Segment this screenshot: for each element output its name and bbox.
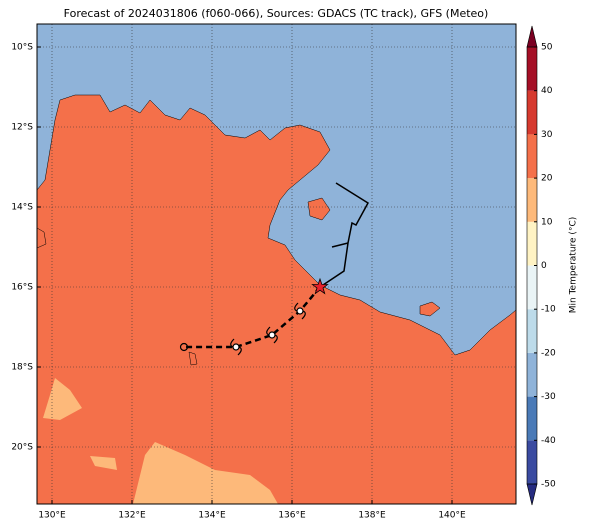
storm-symbol — [230, 338, 242, 356]
x-tick-label: 130°E — [38, 511, 66, 521]
island — [419, 301, 441, 317]
colorbar-band — [527, 178, 537, 222]
colorbar-band — [527, 265, 537, 310]
chart-layer: 130°E 132°E 134°E 136°E 138°E 140°E 10°S 12°S 14… — [11, 24, 516, 521]
colorbar-tick-label: -40 — [541, 436, 556, 446]
map-frame — [36, 23, 517, 505]
forecast-point — [232, 343, 240, 351]
y-tick-label: 12°S — [11, 123, 33, 133]
y-tick-label: 14°S — [11, 203, 33, 213]
colorbar-band — [527, 309, 537, 353]
y-tick-label: 18°S — [11, 363, 33, 373]
colorbar-band — [527, 396, 537, 441]
colorbar-over — [526, 25, 538, 48]
x-tick-label: 138°E — [358, 511, 386, 521]
x-tick-label: 132°E — [118, 511, 146, 521]
chart-title: Forecast of 2024031806 (f060-066), Sourc… — [64, 7, 489, 20]
x-tick-label: 134°E — [198, 511, 226, 521]
y-tick-label: 10°S — [11, 43, 33, 53]
warm-region — [133, 442, 278, 504]
y-tick-label: 20°S — [11, 443, 33, 453]
island — [307, 197, 331, 221]
colorbar-tick-label: 50 — [541, 43, 553, 53]
colorbar-band — [527, 90, 537, 135]
storm-symbol — [294, 302, 306, 320]
colorbar-band — [527, 47, 537, 91]
ocean — [36, 23, 517, 356]
colorbar-tick-label: -20 — [541, 348, 556, 358]
storm-symbol — [266, 326, 278, 344]
forecast-point — [268, 331, 276, 339]
warm-region — [90, 456, 117, 470]
map-area — [36, 23, 517, 504]
colorbar-band — [527, 440, 537, 484]
x-tick-label: 136°E — [278, 511, 306, 521]
colorbar-tick-label: -50 — [541, 480, 556, 490]
y-tick-label: 16°S — [11, 283, 33, 293]
colorbar-band — [527, 352, 537, 397]
colorbar-tick-label: 20 — [541, 174, 553, 184]
colorbar-tick-label: 30 — [541, 130, 553, 140]
colorbar-tick-label: 40 — [541, 86, 553, 96]
forecast-track — [184, 286, 321, 349]
island — [188, 351, 198, 366]
colorbar-tick-label: 10 — [541, 217, 553, 227]
colorbar-under — [526, 483, 538, 506]
colorbar-band — [527, 134, 537, 179]
current-position — [311, 277, 329, 295]
colorbar-band — [527, 221, 537, 266]
x-tick-label: 140°E — [438, 511, 466, 521]
colorbar-label: Min Temperature (°C) — [569, 217, 579, 314]
forecast-point — [296, 307, 304, 315]
past-track — [319, 182, 369, 288]
colorbar-tick-label: -30 — [541, 392, 556, 402]
warm-region — [43, 378, 82, 420]
forecast-point — [179, 342, 189, 352]
colorbar-tick-label: -10 — [541, 305, 556, 315]
colorbar-tick-label: 0 — [541, 261, 547, 271]
